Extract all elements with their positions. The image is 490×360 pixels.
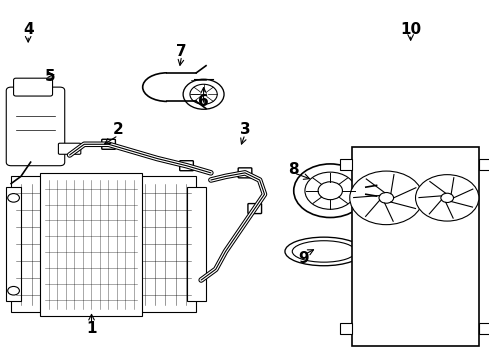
FancyBboxPatch shape: [6, 87, 65, 166]
Ellipse shape: [292, 241, 356, 262]
Text: 5: 5: [45, 69, 55, 84]
FancyBboxPatch shape: [180, 161, 194, 171]
Text: 1: 1: [86, 321, 97, 336]
Circle shape: [190, 84, 217, 104]
Text: 3: 3: [240, 122, 250, 138]
Circle shape: [318, 182, 343, 200]
Text: 10: 10: [400, 22, 421, 37]
Circle shape: [8, 194, 20, 202]
Bar: [340, 159, 352, 170]
FancyBboxPatch shape: [238, 168, 252, 178]
Circle shape: [441, 193, 454, 203]
Bar: [40, 173, 142, 316]
Text: 4: 4: [23, 22, 33, 37]
Bar: [352, 147, 479, 346]
Bar: [479, 159, 490, 170]
Circle shape: [183, 79, 224, 109]
Ellipse shape: [285, 237, 363, 266]
Circle shape: [294, 164, 367, 217]
FancyBboxPatch shape: [14, 78, 52, 96]
Text: 9: 9: [298, 251, 309, 266]
FancyBboxPatch shape: [102, 139, 116, 149]
Bar: [479, 323, 490, 334]
Text: 6: 6: [198, 94, 209, 109]
Circle shape: [379, 193, 393, 203]
FancyBboxPatch shape: [248, 203, 262, 213]
Bar: [11, 176, 196, 312]
Circle shape: [8, 287, 20, 295]
Bar: [340, 323, 352, 334]
Text: 2: 2: [113, 122, 123, 138]
Bar: [187, 187, 206, 301]
Bar: [6, 187, 21, 301]
Circle shape: [305, 172, 356, 209]
Circle shape: [350, 171, 423, 225]
FancyBboxPatch shape: [58, 143, 81, 154]
Circle shape: [416, 175, 479, 221]
Text: 8: 8: [289, 162, 299, 177]
Text: 7: 7: [176, 44, 187, 59]
